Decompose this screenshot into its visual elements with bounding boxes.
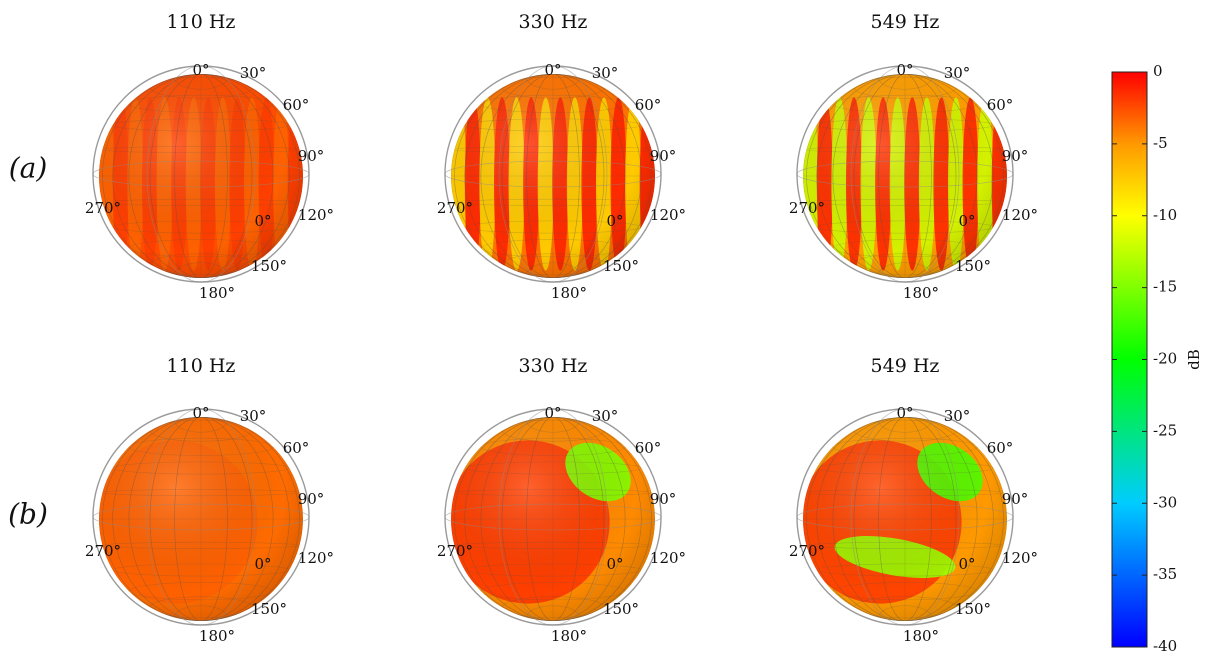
directivity-panel: 330 Hz 0° 30° 60° 90° 120° 150° 180° 270° 0° [437,11,686,302]
angle-label: 90° [298,490,325,508]
angle-label: 180° [199,284,235,302]
angle-label: 30° [240,64,267,82]
angle-label: 30° [944,64,971,82]
colorbar-label: dB [1185,349,1203,370]
angle-label: 0° [896,404,913,422]
colorbar-tick-label: 0 [1153,62,1163,80]
colorbar: 0 -5 -10 -15 -20 -25 -30 -35 -40 dB [1111,62,1203,655]
panel-title: 110 Hz [167,355,236,377]
angle-label: 150° [955,600,991,618]
angle-label: 120° [298,549,334,567]
angle-label: 270° [85,542,121,560]
directivity-balloon [451,417,655,621]
angle-label: 150° [251,257,287,275]
directivity-panel: 549 Hz 0° 30° 60° 90° 120° 150° 180° 270° 0° [789,11,1038,302]
angle-label: 30° [240,407,267,425]
panel-title: 549 Hz [871,355,940,377]
angle-label: 30° [592,64,619,82]
angle-label: 120° [298,206,334,224]
colorbar-tick-label: -5 [1153,134,1168,152]
directivity-panel: 330 Hz 0° 30° 60° 90° 120° 150° 180° 270° 0° [437,355,686,645]
angle-label: 90° [298,147,325,165]
panel-title: 330 Hz [519,11,588,33]
angle-label: 30° [944,407,971,425]
angle-label: 60° [987,96,1014,114]
angle-label: 180° [551,284,587,302]
colorbar-tick-label: -40 [1153,637,1177,655]
colorbar-tick-label: -30 [1153,493,1177,511]
colorbar-tick-label: -25 [1153,421,1177,439]
colorbar-tick-label: -35 [1153,565,1177,583]
angle-label: 0° [606,555,623,573]
angle-label: 60° [283,96,310,114]
angle-label: 0° [254,555,271,573]
angle-label: 90° [1002,490,1029,508]
angle-label: 90° [1002,147,1029,165]
directivity-balloon [803,417,1007,621]
angle-label: 0° [958,212,975,230]
angle-label: 0° [958,555,975,573]
angle-label: 150° [603,600,639,618]
angle-label: 90° [650,490,677,508]
angle-label: 90° [650,147,677,165]
panel-title: 330 Hz [519,355,588,377]
angle-label: 150° [955,257,991,275]
angle-label: 30° [592,407,619,425]
directivity-balloon [451,74,655,278]
angle-label: 270° [437,199,473,217]
angle-label: 120° [650,206,686,224]
angle-label: 0° [192,404,209,422]
angle-label: 180° [903,627,939,645]
angle-label: 270° [789,542,825,560]
angle-label: 60° [987,439,1014,457]
directivity-panel: 110 Hz 0° 30° 60° 90° 120° 150° 180° 270° 0° [85,11,334,302]
colorbar-tick-label: -10 [1153,206,1177,224]
panel-title: 110 Hz [167,11,236,33]
angle-label: 120° [1002,206,1038,224]
row-label: (a) [9,152,48,185]
angle-label: 60° [635,96,662,114]
angle-label: 0° [606,212,623,230]
row-label: (b) [8,498,48,531]
colorbar-tick-label: -20 [1153,350,1177,368]
angle-label: 270° [437,542,473,560]
angle-label: 270° [789,199,825,217]
angle-label: 0° [192,61,209,79]
angle-label: 150° [251,600,287,618]
colorbar-tick-label: -15 [1153,278,1177,296]
angle-label: 180° [903,284,939,302]
colorbar-gradient [1111,71,1148,648]
panel-title: 549 Hz [871,11,940,33]
angle-label: 120° [650,549,686,567]
directivity-balloon [803,74,1007,278]
directivity-panel: 549 Hz 0° 30° 60° 90° 120° 150° 180° 270° 0° [789,355,1038,645]
directivity-balloon [99,417,303,621]
angle-label: 0° [544,61,561,79]
angle-label: 270° [85,199,121,217]
angle-label: 0° [544,404,561,422]
angle-label: 150° [603,257,639,275]
angle-label: 0° [896,61,913,79]
angle-label: 120° [1002,549,1038,567]
angle-label: 60° [283,439,310,457]
directivity-panel: 110 Hz 0° 30° 60° 90° 120° 150° 180° 270° 0° [85,355,334,645]
angle-label: 60° [635,439,662,457]
angle-label: 180° [551,627,587,645]
angle-label: 0° [254,212,271,230]
angle-label: 180° [199,627,235,645]
